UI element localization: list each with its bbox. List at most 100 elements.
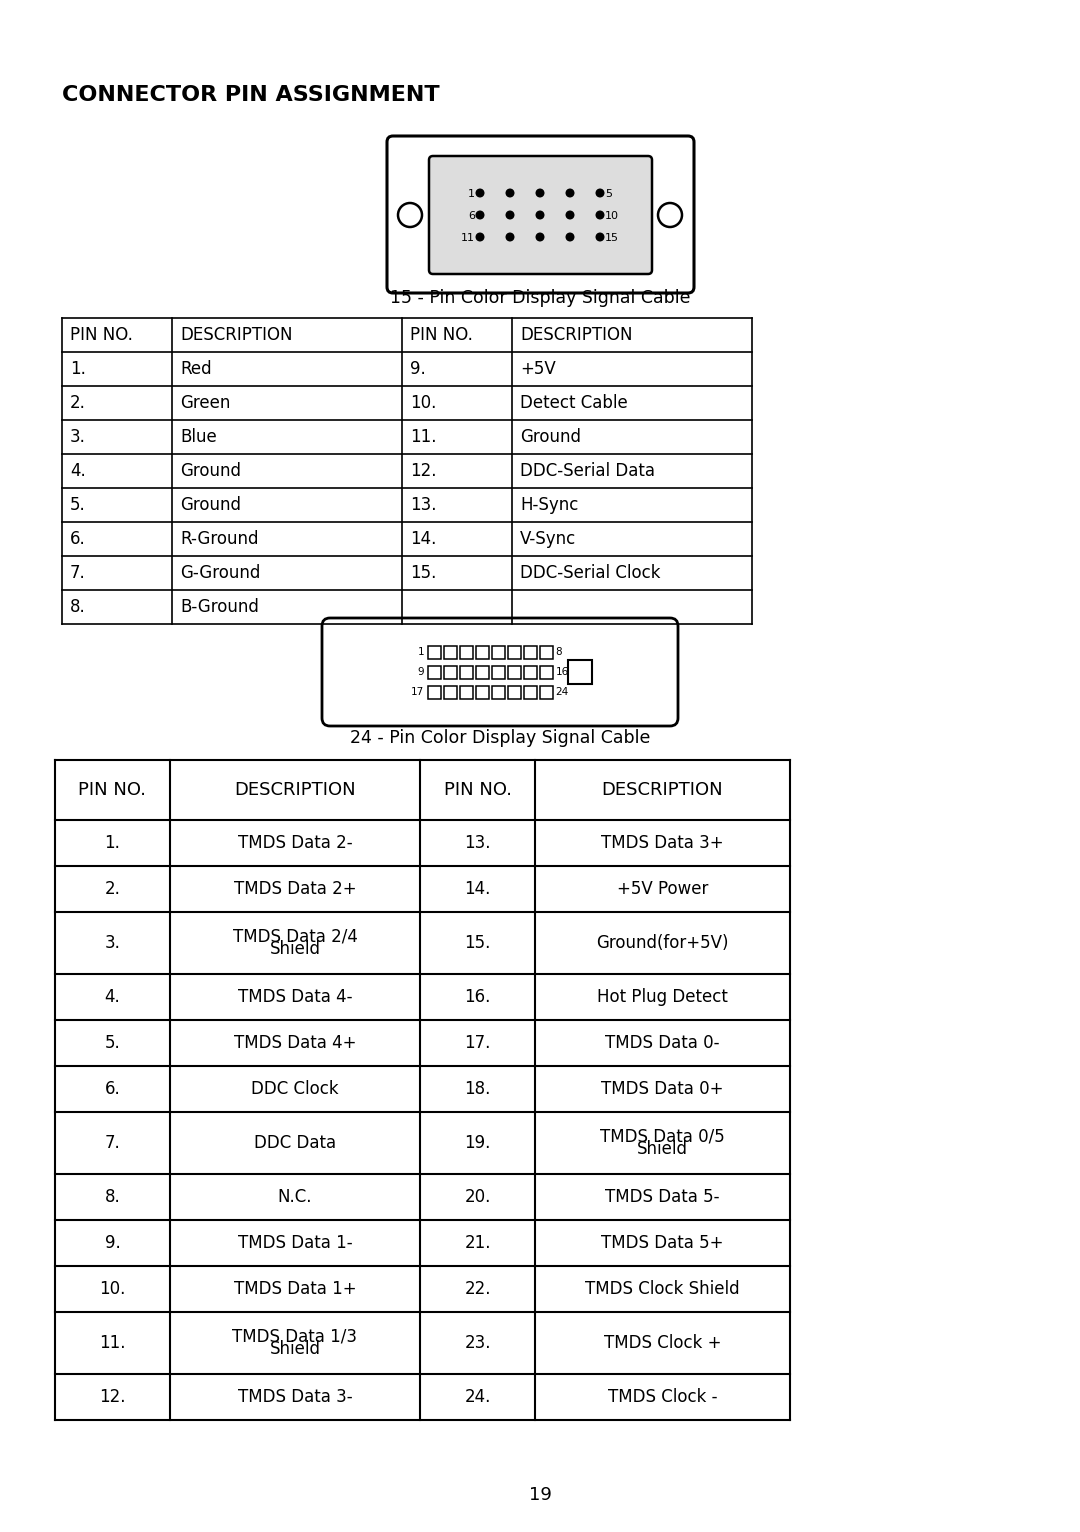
Bar (459, 685, 473, 699)
Text: 15 - Pin Color Display Signal Cable: 15 - Pin Color Display Signal Cable (390, 290, 690, 306)
Bar (475, 665, 488, 679)
Bar (444, 685, 457, 699)
Circle shape (566, 188, 573, 196)
Text: TMDS Data 1/3: TMDS Data 1/3 (232, 1328, 357, 1345)
Text: 24 - Pin Color Display Signal Cable: 24 - Pin Color Display Signal Cable (350, 729, 650, 748)
Text: TMDS Data 4-: TMDS Data 4- (238, 988, 352, 1007)
Circle shape (476, 188, 484, 196)
Bar (491, 645, 504, 659)
Text: 6.: 6. (70, 530, 85, 548)
Text: 22.: 22. (464, 1281, 490, 1298)
Text: DESCRIPTION: DESCRIPTION (602, 781, 724, 800)
Text: 9.: 9. (105, 1233, 120, 1252)
Text: DDC Data: DDC Data (254, 1134, 336, 1152)
Circle shape (536, 188, 544, 196)
Text: 9: 9 (418, 666, 424, 677)
Text: TMDS Data 1-: TMDS Data 1- (238, 1233, 352, 1252)
Text: 17.: 17. (464, 1034, 490, 1052)
Circle shape (536, 211, 544, 219)
Text: DDC-Serial Data: DDC-Serial Data (519, 463, 654, 480)
Text: TMDS Data 2-: TMDS Data 2- (238, 833, 352, 852)
Bar (508, 645, 521, 659)
Text: 12.: 12. (410, 463, 436, 480)
Text: 4.: 4. (70, 463, 85, 480)
Text: 24: 24 (555, 686, 569, 697)
Text: PIN NO.: PIN NO. (444, 781, 512, 800)
Text: 17: 17 (411, 686, 424, 697)
Text: 7.: 7. (105, 1134, 120, 1152)
Text: Ground(for+5V): Ground(for+5V) (596, 935, 729, 951)
Text: 10: 10 (605, 211, 619, 221)
Text: 4.: 4. (105, 988, 120, 1007)
Text: R-Ground: R-Ground (180, 530, 258, 548)
Text: PIN NO.: PIN NO. (410, 326, 473, 345)
Text: Ground: Ground (180, 463, 241, 480)
Bar (567, 660, 592, 683)
Bar (508, 685, 521, 699)
Text: 11: 11 (461, 233, 475, 244)
Text: 16: 16 (555, 666, 569, 677)
Bar (459, 645, 473, 659)
Text: TMDS Data 0-: TMDS Data 0- (605, 1034, 719, 1052)
Text: 12.: 12. (99, 1388, 125, 1406)
Bar (524, 665, 537, 679)
Bar (508, 665, 521, 679)
FancyBboxPatch shape (322, 617, 678, 726)
FancyBboxPatch shape (387, 136, 694, 293)
Text: Green: Green (180, 394, 230, 412)
Bar (475, 685, 488, 699)
Text: TMDS Data 3-: TMDS Data 3- (238, 1388, 352, 1406)
Text: 5.: 5. (70, 496, 85, 515)
Text: DESCRIPTION: DESCRIPTION (519, 326, 633, 345)
Text: H-Sync: H-Sync (519, 496, 579, 515)
Text: 8: 8 (555, 647, 562, 657)
Circle shape (507, 188, 514, 196)
Text: 2.: 2. (105, 879, 121, 898)
Circle shape (507, 211, 514, 219)
Text: 19.: 19. (464, 1134, 490, 1152)
Text: Shield: Shield (270, 941, 321, 959)
Text: 1: 1 (468, 188, 475, 199)
Circle shape (658, 204, 681, 227)
Text: 14.: 14. (464, 879, 490, 898)
Text: N.C.: N.C. (278, 1187, 312, 1206)
Text: 6: 6 (468, 211, 475, 221)
Text: 8.: 8. (105, 1187, 120, 1206)
Bar (540, 645, 553, 659)
Text: 13.: 13. (464, 833, 490, 852)
Text: TMDS Data 4+: TMDS Data 4+ (233, 1034, 356, 1052)
Text: +5V: +5V (519, 360, 556, 378)
Text: Blue: Blue (180, 427, 217, 446)
Text: TMDS Data 3+: TMDS Data 3+ (602, 833, 724, 852)
Circle shape (566, 211, 573, 219)
Text: 1.: 1. (70, 360, 86, 378)
Text: Hot Plug Detect: Hot Plug Detect (597, 988, 728, 1007)
Circle shape (596, 233, 604, 241)
Text: Ground: Ground (180, 496, 241, 515)
Bar (428, 645, 441, 659)
Text: 7.: 7. (70, 564, 85, 582)
Text: +5V Power: +5V Power (617, 879, 708, 898)
Bar (428, 665, 441, 679)
Text: 1.: 1. (105, 833, 121, 852)
Circle shape (507, 233, 514, 241)
Text: Red: Red (180, 360, 212, 378)
Text: DESCRIPTION: DESCRIPTION (234, 781, 355, 800)
FancyBboxPatch shape (429, 156, 652, 274)
Text: TMDS Data 1+: TMDS Data 1+ (233, 1281, 356, 1298)
Text: 2.: 2. (70, 394, 86, 412)
Circle shape (596, 211, 604, 219)
Text: 15.: 15. (410, 564, 436, 582)
Text: TMDS Data 0/5: TMDS Data 0/5 (600, 1128, 725, 1146)
Text: 3.: 3. (105, 935, 121, 951)
Bar (444, 645, 457, 659)
Text: 10.: 10. (410, 394, 436, 412)
Text: Ground: Ground (519, 427, 581, 446)
Text: V-Sync: V-Sync (519, 530, 577, 548)
Text: 23.: 23. (464, 1334, 490, 1353)
Bar (459, 665, 473, 679)
Circle shape (566, 233, 573, 241)
Text: DESCRIPTION: DESCRIPTION (180, 326, 293, 345)
Text: PIN NO.: PIN NO. (70, 326, 133, 345)
Text: PIN NO.: PIN NO. (79, 781, 147, 800)
